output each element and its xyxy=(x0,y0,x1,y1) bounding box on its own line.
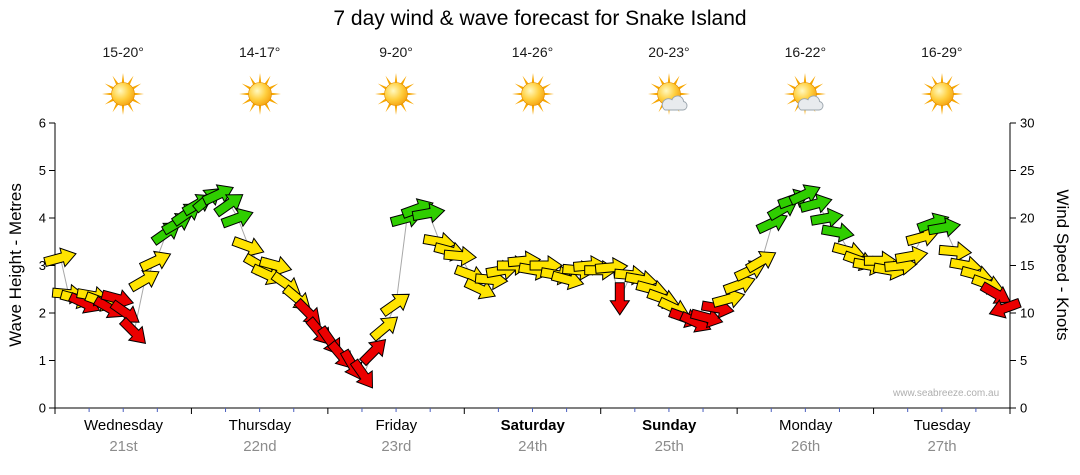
wind-speed-tick: 0 xyxy=(1020,401,1027,416)
watermark: www.seabreeze.com.au xyxy=(893,388,1000,399)
temperature-range: 14-17° xyxy=(238,44,281,60)
wind-arrow xyxy=(689,308,724,329)
temperature-range: 9-20° xyxy=(379,44,413,60)
wind-arrow xyxy=(744,251,777,274)
wind-arrow xyxy=(411,202,446,224)
wind-arrow xyxy=(443,245,478,267)
wind-arrow xyxy=(938,241,973,262)
wave-height-tick: 4 xyxy=(39,211,46,226)
sun-cloud-icon xyxy=(646,71,692,117)
wind-arrow xyxy=(43,247,77,268)
wave-height-tick: 2 xyxy=(39,306,46,321)
wind-arrow xyxy=(128,270,160,293)
date-label: 23rd xyxy=(381,438,412,455)
day-label: Sunday xyxy=(642,417,697,434)
wind-arrow xyxy=(258,255,293,276)
chart-title: 7 day wind & wave forecast for Snake Isl… xyxy=(333,7,747,30)
wind-arrow xyxy=(118,316,147,344)
wind-arrow xyxy=(379,293,410,318)
temperature-range: 16-22° xyxy=(784,44,827,60)
wind-arrow xyxy=(213,194,244,218)
sun-icon xyxy=(373,71,419,117)
wind-arrow xyxy=(894,245,929,267)
wave-height-tick: 0 xyxy=(39,401,46,416)
wind-arrow xyxy=(369,316,399,342)
wind-arrow xyxy=(138,250,172,273)
day-label: Wednesday xyxy=(84,417,163,434)
date-label: 21st xyxy=(109,438,138,455)
date-label: 22nd xyxy=(243,438,277,455)
wind-arrow xyxy=(100,289,135,310)
wind-arrow xyxy=(550,270,585,291)
wind-arrow xyxy=(609,282,631,316)
day-label: Saturday xyxy=(500,417,565,434)
sun-icon xyxy=(100,71,146,117)
date-label: 24th xyxy=(518,438,548,455)
wind-speed-tick: 20 xyxy=(1020,211,1034,226)
date-label: 27th xyxy=(927,438,957,455)
day-label: Friday xyxy=(375,417,418,434)
sun-icon xyxy=(237,71,283,117)
day-label: Tuesday xyxy=(913,417,971,434)
sun-icon xyxy=(510,71,556,117)
date-label: 25th xyxy=(654,438,684,455)
wind-arrow xyxy=(820,222,855,243)
wind-speed-tick: 15 xyxy=(1020,258,1034,273)
day-label: Monday xyxy=(778,417,833,434)
wind-arrow xyxy=(358,339,387,367)
wave-height-tick: 5 xyxy=(39,163,46,178)
day-label: Thursday xyxy=(228,417,292,434)
temperature-range: 14-26° xyxy=(511,44,554,60)
wind-arrow xyxy=(988,297,1022,319)
date-label: 26th xyxy=(791,438,821,455)
wind-speed-tick: 5 xyxy=(1020,353,1027,368)
temperature-range: 16-29° xyxy=(921,44,963,60)
wave-height-tick: 3 xyxy=(39,258,46,273)
wind-speed-tick: 10 xyxy=(1020,306,1034,321)
wind-trend-line xyxy=(60,193,1005,376)
wind-arrow xyxy=(927,216,962,238)
temperature-range: 20-23° xyxy=(648,44,690,60)
wind-arrow xyxy=(220,207,254,229)
temperature-range: 15-20° xyxy=(102,44,144,60)
wind-arrow xyxy=(979,281,1012,304)
wind-arrow xyxy=(231,236,265,257)
wave-height-tick: 6 xyxy=(39,116,46,131)
wave-height-tick: 1 xyxy=(39,353,46,368)
sun-icon xyxy=(919,71,965,117)
wind-arrow xyxy=(349,358,373,389)
wind-arrow xyxy=(810,207,844,229)
wind-speed-tick: 30 xyxy=(1020,116,1034,131)
wind-arrow xyxy=(799,193,833,214)
wind-speed-tick: 25 xyxy=(1020,163,1034,178)
sun-cloud-icon xyxy=(782,71,828,117)
